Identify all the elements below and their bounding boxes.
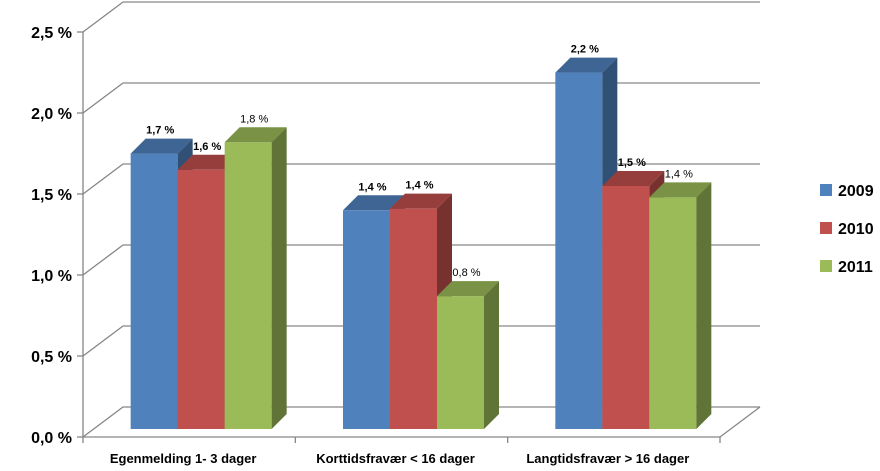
bar <box>224 127 287 429</box>
bar-top <box>130 138 193 154</box>
bar-top <box>602 171 665 186</box>
bar-front <box>555 72 603 429</box>
x-tick-label: Egenmelding 1- 3 dager <box>110 451 257 466</box>
bar-front <box>649 197 697 429</box>
legend-item: 2010 <box>820 221 874 238</box>
bar-side <box>696 182 712 429</box>
y-tick-label: 2,0 % <box>31 106 72 123</box>
bar-front <box>343 210 390 429</box>
bar <box>649 182 712 429</box>
bar-front <box>437 296 484 429</box>
y-tick-label: 0,5 % <box>31 349 72 366</box>
legend: 2009 2010 2011 <box>820 183 874 276</box>
legend-item: 2009 <box>820 183 874 200</box>
bar-side <box>484 281 499 429</box>
gridline <box>82 325 760 357</box>
gridline <box>82 82 760 114</box>
bar-top <box>437 281 499 297</box>
bar-front <box>224 142 272 429</box>
legend-swatch <box>820 260 832 272</box>
gridlines <box>82 1 760 438</box>
legend-label: 2009 <box>838 183 874 200</box>
gridline <box>82 1 760 33</box>
legend-item: 2011 <box>820 259 873 276</box>
gridline <box>82 163 760 195</box>
legend-label: 2011 <box>838 259 873 276</box>
bar-top <box>343 195 405 211</box>
bars <box>130 57 712 430</box>
y-axis-ticks: 0,0 % 0,5 % 1,0 % 1,5 % 2,0 % 2,5 % <box>31 25 83 447</box>
bar-front <box>130 153 178 429</box>
legend-swatch <box>820 222 832 234</box>
data-labels: 1,7 % 1,6 % 1,8 % 1,4 % 1,4 % 0,8 % 2,2 % 1,5 %… <box>146 44 693 280</box>
data-label: 0,8 % <box>452 267 480 279</box>
x-tick-label: Langtidsfravær > 16 dager <box>526 451 689 466</box>
data-label: 1,4 % <box>358 181 386 193</box>
legend-swatch <box>820 184 832 196</box>
bar-front <box>177 169 225 430</box>
bar-front <box>390 208 437 429</box>
y-tick-label: 0,0 % <box>31 430 72 447</box>
bar-side <box>271 127 287 429</box>
x-axis-ticks: Egenmelding 1- 3 dager Korttidsfravær < 1… <box>82 437 721 466</box>
y-tick-label: 1,0 % <box>31 268 72 285</box>
gridline <box>82 406 760 438</box>
bar-top <box>177 154 240 170</box>
data-label: 1,7 % <box>146 125 174 137</box>
data-label: 1,6 % <box>193 141 221 153</box>
data-label: 1,4 % <box>665 168 693 180</box>
data-label: 1,8 % <box>240 113 268 125</box>
bar-front <box>602 186 650 429</box>
bar-top <box>224 127 287 143</box>
bar-top <box>649 182 712 198</box>
data-label: 1,4 % <box>405 180 433 192</box>
floor-edge-line <box>719 406 761 438</box>
x-tick-label: Korttidsfravær < 16 dager <box>316 451 475 466</box>
y-tick-label: 2,5 % <box>31 25 72 42</box>
data-label: 2,2 % <box>571 44 599 56</box>
y-tick-label: 1,5 % <box>31 187 72 204</box>
gridline <box>82 244 760 276</box>
data-label: 1,5 % <box>618 157 646 169</box>
bar-top <box>390 193 452 209</box>
legend-label: 2010 <box>838 221 874 238</box>
bar <box>437 281 499 429</box>
bar-top <box>555 57 618 73</box>
